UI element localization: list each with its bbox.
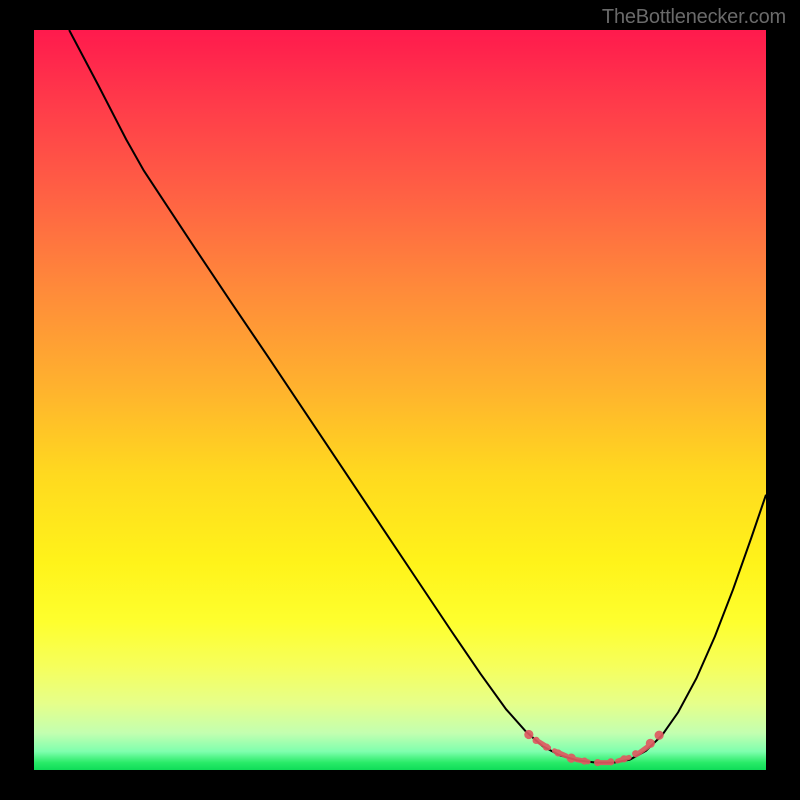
watermark-text: TheBottlenecker.com (602, 6, 786, 29)
marker-dot (581, 758, 588, 765)
marker-dot (632, 750, 639, 757)
marker-dot (607, 758, 614, 765)
bottleneck-chart (34, 30, 766, 770)
chart-container: TheBottlenecker.com (0, 0, 800, 800)
marker-dot (594, 759, 601, 766)
marker-dot (533, 737, 540, 744)
marker-dot (646, 739, 655, 748)
marker-dot (543, 743, 550, 750)
marker-dot (524, 730, 533, 739)
marker-dot (655, 731, 664, 740)
marker-dot (620, 755, 627, 762)
marker-dot (567, 754, 576, 763)
gradient-background (34, 30, 766, 770)
marker-dot (555, 749, 562, 756)
